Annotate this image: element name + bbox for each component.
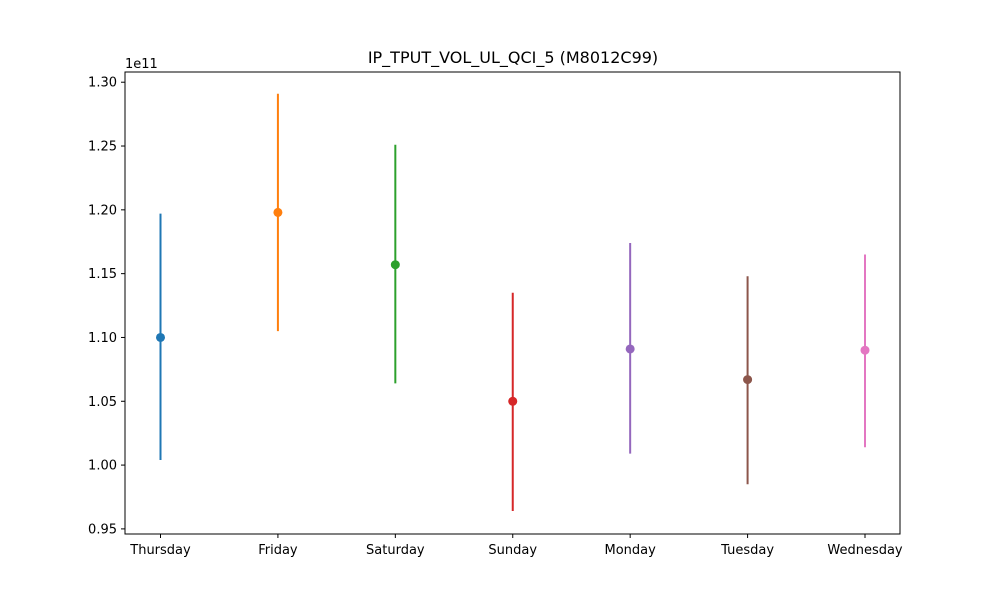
- x-tick-label: Saturday: [366, 543, 425, 558]
- y-tick-label: 1.25: [88, 140, 117, 155]
- x-tick-label: Thursday: [129, 543, 191, 558]
- point-thursday: [156, 332, 165, 342]
- y-tick-label: 1.20: [88, 203, 117, 218]
- x-axis: Thursday Friday Saturday Sunday Monday Tuesda…: [129, 534, 903, 558]
- plot-area-frame: [124, 71, 901, 535]
- point-monday: [625, 344, 635, 354]
- point-friday: [273, 207, 283, 217]
- point-tuesday: [743, 375, 753, 385]
- y-tick-label: 1.15: [88, 267, 117, 282]
- x-tick-label: Tuesday: [720, 543, 774, 558]
- point-saturday: [390, 260, 400, 270]
- point-wednesday: [860, 345, 870, 355]
- y-offset-label: 1e11: [125, 57, 158, 72]
- x-tick-label: Monday: [605, 543, 657, 558]
- y-tick-label: 1.05: [88, 395, 117, 410]
- x-tick-label: Wednesday: [827, 543, 903, 558]
- x-tick-label: Sunday: [488, 543, 537, 558]
- y-axis: 0.95 1.00 1.05 1.10 1.15 1.20 1.25 1.30: [88, 76, 125, 537]
- x-tick-label: Friday: [258, 543, 298, 558]
- y-tick-label: 1.30: [88, 76, 117, 91]
- point-sunday: [508, 396, 518, 406]
- data-series: [156, 93, 870, 512]
- y-tick-label: 1.10: [88, 331, 117, 346]
- y-tick-label: 0.95: [88, 522, 117, 537]
- y-tick-label: 1.00: [88, 459, 117, 474]
- chart-title: IP_TPUT_VOL_UL_QCI_5 (M8012C99): [368, 48, 658, 68]
